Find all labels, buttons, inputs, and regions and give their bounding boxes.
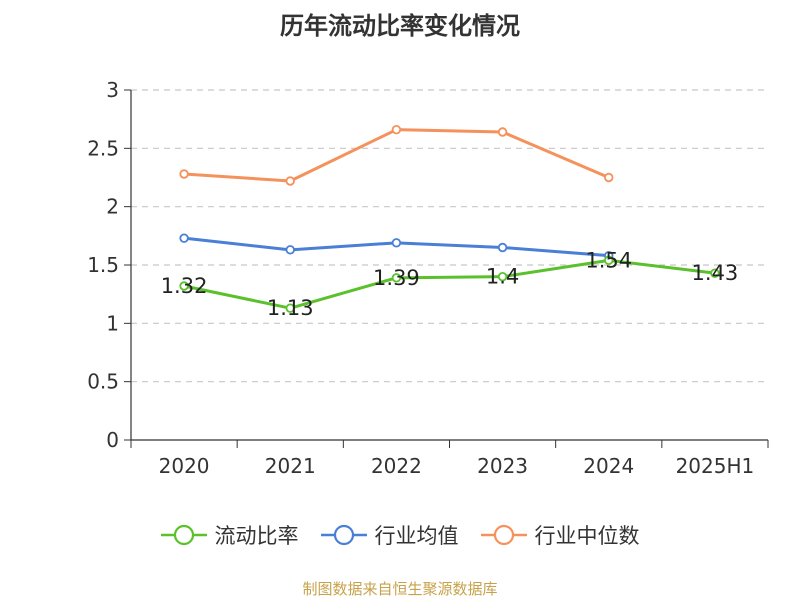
y-tick-label: 1.5 [87, 253, 119, 277]
y-tick-label: 1 [106, 311, 119, 335]
data-point[interactable] [391, 273, 402, 283]
y-tick-label: 2 [106, 195, 119, 219]
data-labels: 1.32 1.13 1.39 1.4 1.54 1.43 [161, 248, 739, 320]
x-tick-label: 2025H1 [676, 454, 755, 478]
chart-title: 历年流动比率变化情况 [280, 12, 520, 40]
data-point[interactable] [179, 281, 189, 291]
legend-line-circle-icon [320, 524, 367, 546]
data-point[interactable] [285, 303, 295, 313]
data-label: 1.39 [373, 266, 420, 290]
legend-line-circle-icon [160, 524, 207, 546]
series-lines [179, 124, 720, 313]
data-point[interactable] [391, 124, 402, 135]
series-line [183, 128, 610, 183]
legend: 流动比率 行业均值 行业中位数 [0, 520, 800, 550]
data-point[interactable] [604, 255, 614, 266]
data-label: 1.43 [692, 261, 739, 285]
data-point[interactable] [285, 176, 295, 186]
y-tick-label: 0 [106, 428, 119, 452]
legend-item[interactable]: 流动比率 [160, 520, 299, 550]
data-label: 1.13 [267, 296, 314, 320]
data-point[interactable] [497, 271, 508, 282]
legend-label: 行业均值 [374, 524, 459, 548]
grid-lines [131, 89, 768, 383]
axes: 0 0.5 1 1.5 2 2.5 3 2020 2021 2022 2023 2024 2025H1 [87, 78, 769, 478]
legend-item[interactable]: 行业中位数 [480, 520, 640, 550]
legend-line-circle-icon [480, 524, 527, 546]
data-point[interactable] [391, 238, 402, 248]
data-label: 1.32 [161, 274, 208, 298]
data-point[interactable] [285, 245, 295, 255]
data-label: 1.4 [486, 265, 519, 289]
legend-label: 行业中位数 [534, 524, 640, 548]
data-point[interactable] [710, 268, 720, 278]
source-note: 制图数据来自恒生聚源数据库 [302, 580, 498, 598]
data-label: 1.54 [585, 248, 632, 272]
data-point[interactable] [497, 127, 508, 137]
data-point[interactable] [179, 233, 189, 243]
x-tick-label: 2020 [159, 454, 210, 478]
y-tick-label: 3 [106, 78, 119, 102]
data-point[interactable] [497, 242, 508, 253]
x-tick-label: 2021 [265, 454, 316, 478]
data-point[interactable] [604, 172, 614, 183]
legend-label: 流动比率 [214, 524, 299, 548]
series-line [183, 258, 716, 310]
legend-item[interactable]: 行业均值 [320, 520, 459, 550]
x-tick-label: 2022 [371, 454, 422, 478]
y-tick-label: 0.5 [87, 370, 119, 394]
data-point[interactable] [179, 169, 189, 179]
x-tick-label: 2023 [477, 454, 528, 478]
y-tick-label: 2.5 [87, 136, 119, 160]
x-tick-label: 2024 [583, 454, 634, 478]
